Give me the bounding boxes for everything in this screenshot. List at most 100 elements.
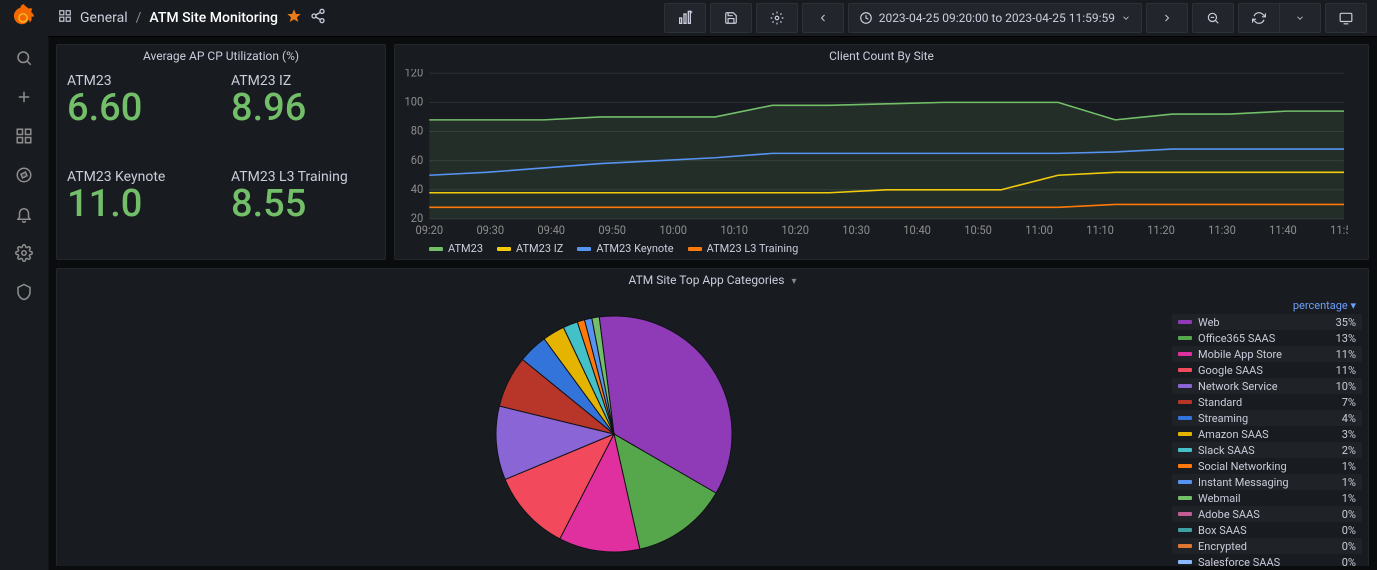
breadcrumb-title[interactable]: ATM Site Monitoring (149, 10, 278, 26)
pie-legend-label: Box SAAS (1198, 524, 1247, 537)
pie-legend-label: Amazon SAAS (1198, 428, 1269, 441)
breadcrumb: General / ATM Site Monitoring (58, 8, 326, 28)
legend-label: ATM23 Keynote (596, 242, 673, 255)
legend-item[interactable]: ATM23 (429, 242, 483, 255)
svg-text:09:50: 09:50 (598, 223, 626, 237)
panel-top-app-categories[interactable]: ATM Site Top App Categories ▾ percentage… (56, 268, 1369, 566)
stat-value: 6.60 (67, 89, 211, 129)
pie-legend-value: 11% (1336, 364, 1356, 377)
pie-legend-row[interactable]: Social Networking1% (1172, 458, 1362, 474)
pie-legend-label: Network Service (1198, 380, 1278, 393)
pie-legend: percentage ▾ Web35%Office365 SAAS13%Mobi… (1171, 297, 1362, 566)
stat-cell: ATM23 L3 Training8.55 (221, 163, 385, 259)
pie-legend-row[interactable]: Salesforce SAAS 0% (1172, 554, 1362, 566)
explore-icon[interactable] (15, 166, 33, 187)
stat-cell: ATM23 IZ8.96 (221, 67, 385, 163)
share-icon[interactable] (310, 8, 326, 28)
add-panel-button[interactable] (664, 3, 706, 33)
pie-legend-row[interactable]: Standard7% (1172, 394, 1362, 410)
pie-legend-row[interactable]: Box SAAS 0% (1172, 522, 1362, 538)
pie-legend-value: 0% (1342, 524, 1356, 537)
pie-legend-row[interactable]: Mobile App Store11% (1172, 346, 1362, 362)
breadcrumb-sep: / (136, 10, 142, 26)
dashboards-mini-icon[interactable] (58, 9, 72, 27)
pie-legend-value: 13% (1336, 332, 1356, 345)
ts-chart[interactable]: 2040608010012009:2009:3009:4009:5010:001… (399, 69, 1348, 238)
panel-title-text: ATM Site Top App Categories (629, 273, 785, 287)
pie-legend-row[interactable]: Amazon SAAS3% (1172, 426, 1362, 442)
stat-value: 11.0 (67, 185, 211, 225)
legend-item[interactable]: ATM23 Keynote (577, 242, 673, 255)
time-prev-button[interactable] (802, 3, 844, 33)
svg-text:10:30: 10:30 (842, 223, 870, 237)
pie-legend-label: Google SAAS (1198, 364, 1263, 377)
pie-legend-row[interactable]: Office365 SAAS13% (1172, 330, 1362, 346)
pie-legend-label: Streaming (1198, 412, 1248, 425)
svg-text:100: 100 (405, 94, 424, 108)
legend-item[interactable]: ATM23 IZ (497, 242, 563, 255)
pie-legend-value: 10% (1336, 380, 1356, 393)
stat-cell: ATM236.60 (57, 67, 221, 163)
refresh-interval-button[interactable] (1280, 3, 1321, 33)
pie-legend-label: Social Networking (1198, 460, 1287, 473)
pie-legend-row[interactable]: Webmail1% (1172, 490, 1362, 506)
pie-legend-header[interactable]: percentage ▾ (1172, 297, 1362, 314)
svg-text:40: 40 (411, 182, 423, 196)
pie-legend-label: Standard (1198, 396, 1242, 409)
svg-text:120: 120 (405, 69, 424, 79)
panel-title: Average AP CP Utilization (%) (57, 45, 385, 67)
plus-icon[interactable] (15, 88, 33, 109)
tv-mode-button[interactable] (1325, 3, 1367, 33)
stat-grid: ATM236.60ATM23 IZ8.96ATM23 Keynote11.0AT… (57, 67, 385, 259)
dashboards-icon[interactable] (15, 127, 33, 148)
search-icon[interactable] (15, 49, 33, 70)
time-range-label: 2023-04-25 09:20:00 to 2023-04-25 11:59:… (879, 11, 1115, 25)
svg-text:11:40: 11:40 (1269, 223, 1297, 237)
pie-legend-value: 1% (1342, 492, 1356, 505)
pie-chart[interactable] (57, 291, 1171, 566)
time-next-button[interactable] (1146, 3, 1188, 33)
star-icon[interactable] (286, 8, 302, 28)
svg-text:11:50: 11:50 (1330, 223, 1348, 237)
pie-legend-value: 0% (1342, 556, 1356, 567)
svg-text:09:30: 09:30 (476, 223, 504, 237)
admin-icon[interactable] (15, 283, 33, 304)
svg-text:11:20: 11:20 (1147, 223, 1175, 237)
topbar: General / ATM Site Monitoring 2023-04-25… (48, 0, 1377, 37)
pie-legend-value: 4% (1342, 412, 1356, 425)
refresh-group (1238, 3, 1321, 33)
save-button[interactable] (710, 3, 752, 33)
configuration-icon[interactable] (15, 244, 33, 265)
stat-value: 8.55 (231, 185, 375, 225)
svg-text:11:30: 11:30 (1208, 223, 1236, 237)
legend-label: ATM23 L3 Training (707, 242, 799, 255)
settings-button[interactable] (756, 3, 798, 33)
pie-legend-row[interactable]: Google SAAS 11% (1172, 362, 1362, 378)
pie-legend-row[interactable]: Adobe SAAS0% (1172, 506, 1362, 522)
alerting-icon[interactable] (15, 205, 33, 226)
panel-ap-cp-utilization[interactable]: Average AP CP Utilization (%) ATM236.60A… (56, 44, 386, 260)
pie-legend-value: 0% (1342, 540, 1356, 553)
breadcrumb-folder[interactable]: General (80, 10, 128, 26)
grafana-logo-icon[interactable] (13, 4, 35, 31)
pie-legend-row[interactable]: Web35% (1172, 314, 1362, 330)
pie-legend-label: Salesforce SAAS (1198, 556, 1280, 567)
refresh-button[interactable] (1238, 3, 1280, 33)
pie-legend-row[interactable]: Slack SAAS2% (1172, 442, 1362, 458)
legend-item[interactable]: ATM23 L3 Training (688, 242, 799, 255)
svg-text:11:10: 11:10 (1086, 223, 1114, 237)
pie-legend-row[interactable]: Network Service 10% (1172, 378, 1362, 394)
time-picker-button[interactable]: 2023-04-25 09:20:00 to 2023-04-25 11:59:… (848, 3, 1142, 33)
zoom-out-button[interactable] (1192, 3, 1234, 33)
pie-legend-row[interactable]: Encrypted 0% (1172, 538, 1362, 554)
panel-client-count[interactable]: Client Count By Site 2040608010012009:20… (394, 44, 1369, 260)
pie-legend-row[interactable]: Instant Messaging1% (1172, 474, 1362, 490)
pie-legend-value: 0% (1342, 508, 1356, 521)
svg-text:10:50: 10:50 (964, 223, 992, 237)
pie-legend-label: Encrypted (1198, 540, 1247, 553)
stat-cell: ATM23 Keynote11.0 (57, 163, 221, 259)
pie-legend-row[interactable]: Streaming 4% (1172, 410, 1362, 426)
ts-legend: ATM23 ATM23 IZ ATM23 Keynote ATM23 L3 Train… (399, 238, 1348, 257)
svg-text:10:20: 10:20 (781, 223, 809, 237)
chevron-down-icon[interactable]: ▾ (791, 276, 796, 287)
